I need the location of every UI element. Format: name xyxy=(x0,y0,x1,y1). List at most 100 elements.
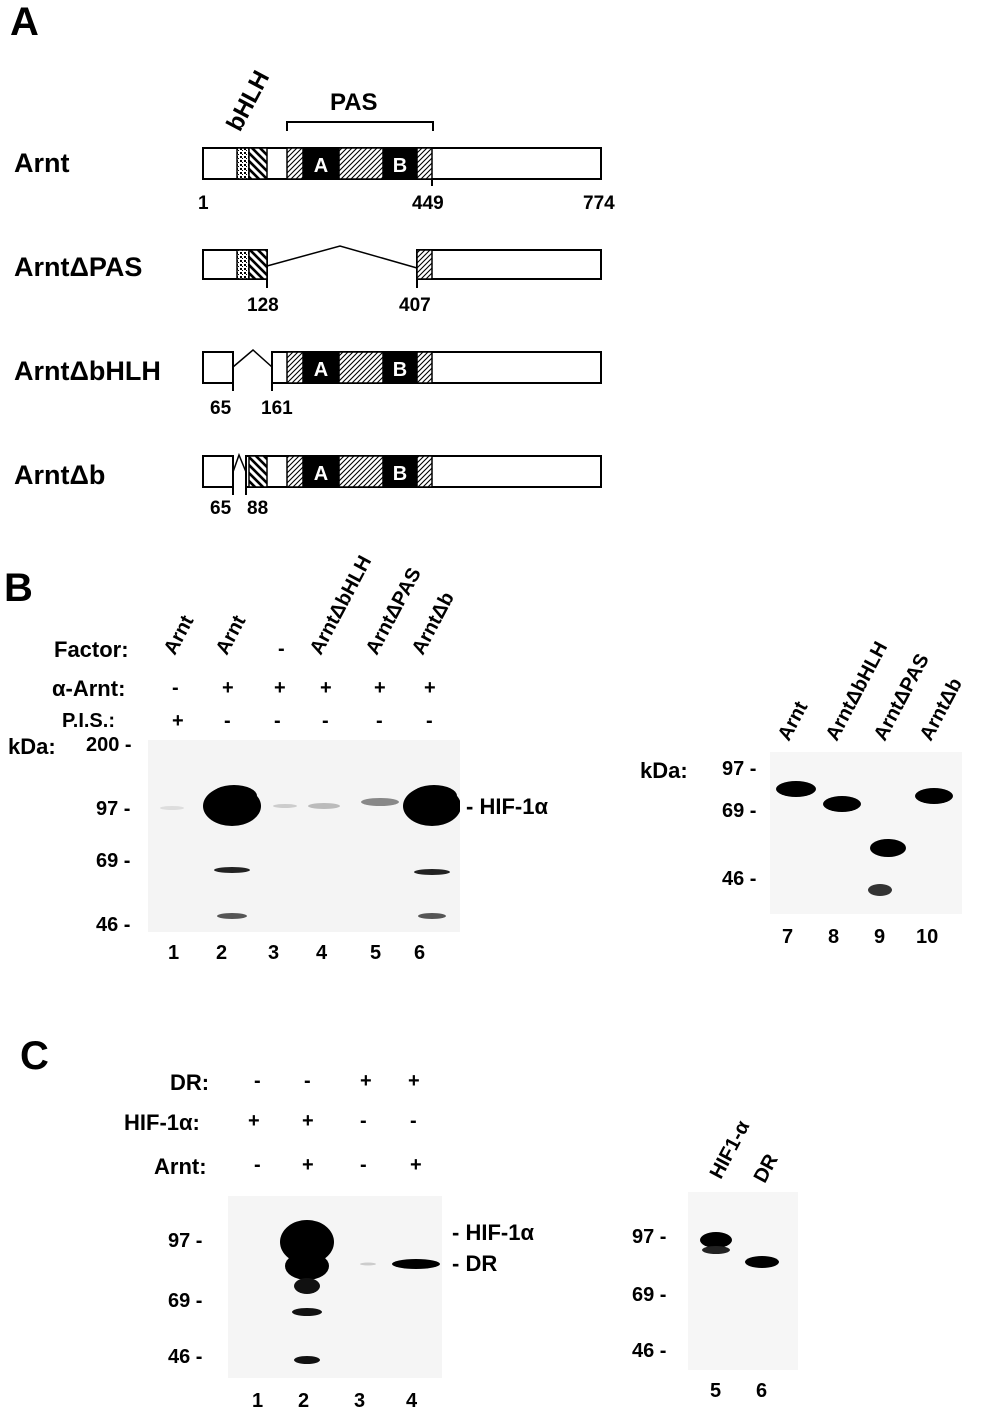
blot-header: HIF1-α xyxy=(705,1117,755,1183)
band-label-hif: - HIF-1α xyxy=(452,1220,534,1245)
row-label-alpha-arnt: α-Arnt: xyxy=(52,676,126,701)
mw-marker: 200 - xyxy=(86,734,132,756)
construct-name-arnt-dbhlh: ArntΔbHLH xyxy=(14,356,161,386)
blot-header: DR xyxy=(749,1150,783,1187)
lane-number: 9 xyxy=(874,926,886,948)
construct-name-arnt: Arnt xyxy=(14,148,70,178)
construct-bar-arnt-dbhlh xyxy=(202,349,602,391)
sign-cell: + xyxy=(172,710,184,732)
construct-name-arnt-dpas: ArntΔPAS xyxy=(14,252,143,282)
row-label-arnt: Arnt: xyxy=(154,1154,207,1179)
construct-name-arnt-db: ArntΔb xyxy=(14,460,106,490)
row-label-kda: kDa: xyxy=(8,734,56,759)
western-blot-c-right xyxy=(688,1192,798,1370)
residue-number: 161 xyxy=(261,398,293,419)
lane-number: 1 xyxy=(168,942,180,964)
sign-cell: - xyxy=(360,1110,367,1132)
lane-number: 7 xyxy=(782,926,794,948)
residue-number: 407 xyxy=(399,295,431,316)
residue-number: 449 xyxy=(412,193,444,214)
box-a-label: A xyxy=(314,463,328,485)
band-label-hif: - HIF-1α xyxy=(466,794,548,819)
western-blot-b-left xyxy=(148,740,460,932)
pas-bracket xyxy=(286,121,434,131)
mw-marker: 69 - xyxy=(168,1290,203,1312)
construct-bar-arnt-dpas xyxy=(202,245,602,288)
construct-diagram: A B A B A B xyxy=(202,121,602,495)
residue-number: 774 xyxy=(583,193,615,214)
residue-number: 88 xyxy=(247,498,269,519)
residue-number: 1 xyxy=(198,193,209,214)
mw-marker: 46 - xyxy=(722,868,757,890)
pas-label: PAS xyxy=(330,89,378,116)
lane-number: 6 xyxy=(414,942,426,964)
lane-number: 4 xyxy=(406,1390,418,1412)
lane-number: 3 xyxy=(268,942,280,964)
box-b-label: B xyxy=(393,463,407,485)
sign-cell: - xyxy=(410,1110,417,1132)
sign-cell: + xyxy=(424,677,436,699)
western-blot-b-right xyxy=(770,752,962,914)
blot-header: Arnt xyxy=(773,697,813,745)
sign-cell: + xyxy=(408,1070,420,1092)
sign-cell: - xyxy=(322,710,329,732)
sign-cell: + xyxy=(274,677,286,699)
panel-b-letter: B xyxy=(4,566,33,610)
residue-number: 128 xyxy=(247,295,279,316)
row-label-pis: P.I.S.: xyxy=(62,710,115,732)
blot-header: ArntΔb xyxy=(915,674,967,745)
sign-cell: + xyxy=(320,677,332,699)
construct-bar-arnt-db xyxy=(202,452,602,495)
mw-marker: 69 - xyxy=(632,1284,667,1306)
lane-number: 4 xyxy=(316,942,328,964)
sign-cell: + xyxy=(410,1154,422,1176)
lane-number: 8 xyxy=(828,926,840,948)
sign-cell: + xyxy=(302,1110,314,1132)
mw-marker: 97 - xyxy=(168,1230,203,1252)
mw-marker: 46 - xyxy=(632,1340,667,1362)
sign-cell: - xyxy=(376,710,383,732)
sign-cell: - xyxy=(304,1070,311,1092)
lane-number: 10 xyxy=(916,926,939,948)
lane-number: 2 xyxy=(298,1390,310,1412)
sign-cell: - xyxy=(224,710,231,732)
mw-marker: 69 - xyxy=(96,850,131,872)
box-a-label: A xyxy=(314,359,328,381)
lane-number: 6 xyxy=(756,1380,768,1402)
residue-number: 65 xyxy=(210,398,232,419)
western-blot-c-left xyxy=(228,1196,442,1378)
box-a-label: A xyxy=(314,155,328,177)
panel-a-letter: A xyxy=(10,0,39,44)
sign-cell: - xyxy=(254,1154,261,1176)
sign-cell: - xyxy=(254,1070,261,1092)
factor-header: ArntΔb xyxy=(407,588,459,659)
sign-cell: - xyxy=(172,677,179,699)
lane-number: 5 xyxy=(710,1380,722,1402)
sign-cell: + xyxy=(302,1154,314,1176)
box-b-label: B xyxy=(393,155,407,177)
mw-marker: 46 - xyxy=(96,914,131,936)
mw-marker: 46 - xyxy=(168,1346,203,1368)
sign-cell: + xyxy=(248,1110,260,1132)
sign-cell: - xyxy=(360,1154,367,1176)
sign-cell: + xyxy=(374,677,386,699)
lane-number: 3 xyxy=(354,1390,366,1412)
row-label-factor: Factor: xyxy=(54,637,129,662)
mw-marker: 97 - xyxy=(632,1226,667,1248)
sign-cell: + xyxy=(360,1070,372,1092)
construct-bar-arnt xyxy=(202,147,602,186)
mw-marker: 97 - xyxy=(96,798,131,820)
lane-number: 2 xyxy=(216,942,228,964)
row-label-dr: DR: xyxy=(170,1070,210,1095)
lane-number: 5 xyxy=(370,942,382,964)
kda-label: kDa: xyxy=(640,758,688,783)
factor-header: Arnt xyxy=(159,611,199,659)
sign-cell: + xyxy=(222,677,234,699)
mw-marker: 97 - xyxy=(722,758,757,780)
factor-header: Arnt xyxy=(211,611,251,659)
factor-header: - xyxy=(278,638,285,660)
residue-number: 65 xyxy=(210,498,232,519)
mw-marker: 69 - xyxy=(722,800,757,822)
lane-number: 1 xyxy=(252,1390,264,1412)
panel-c-letter: C xyxy=(20,1034,49,1078)
